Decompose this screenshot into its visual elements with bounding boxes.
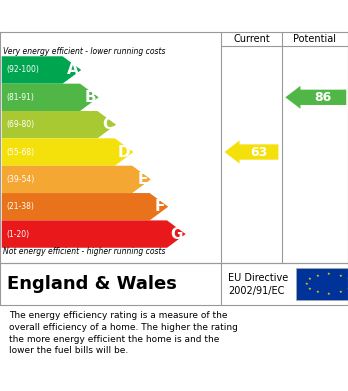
Text: ★: ★	[347, 277, 348, 281]
Polygon shape	[2, 138, 133, 166]
Text: Potential: Potential	[293, 34, 337, 44]
Text: ★: ★	[338, 274, 342, 278]
Text: (21-38): (21-38)	[6, 202, 34, 211]
Text: ★: ★	[327, 272, 331, 276]
Text: 63: 63	[250, 145, 268, 158]
Text: A: A	[67, 63, 78, 77]
Polygon shape	[2, 221, 185, 248]
Text: (69-80): (69-80)	[6, 120, 34, 129]
Text: (1-20): (1-20)	[6, 230, 29, 239]
Text: B: B	[84, 90, 96, 105]
Text: EU Directive: EU Directive	[228, 273, 288, 283]
Text: F: F	[155, 199, 165, 214]
Text: (81-91): (81-91)	[6, 93, 34, 102]
Text: (92-100): (92-100)	[6, 65, 39, 74]
Polygon shape	[2, 56, 81, 84]
Text: (39-54): (39-54)	[6, 175, 34, 184]
Text: 2002/91/EC: 2002/91/EC	[228, 287, 284, 296]
Polygon shape	[2, 193, 168, 221]
Text: England & Wales: England & Wales	[7, 275, 177, 293]
FancyBboxPatch shape	[296, 268, 348, 300]
Text: ★: ★	[304, 282, 308, 286]
Polygon shape	[2, 111, 116, 138]
Text: ★: ★	[327, 292, 331, 296]
Text: Not energy efficient - higher running costs: Not energy efficient - higher running co…	[3, 247, 165, 256]
Text: ★: ★	[316, 290, 319, 294]
Text: G: G	[170, 226, 183, 242]
Text: C: C	[102, 117, 113, 132]
Text: (55-68): (55-68)	[6, 147, 34, 156]
Text: ★: ★	[316, 274, 319, 278]
Polygon shape	[285, 86, 346, 109]
Text: E: E	[138, 172, 148, 187]
Text: ★: ★	[338, 290, 342, 294]
Text: ★: ★	[307, 287, 311, 291]
Polygon shape	[2, 166, 151, 193]
Text: Energy Efficiency Rating: Energy Efficiency Rating	[69, 9, 279, 23]
Text: The energy efficiency rating is a measure of the
overall efficiency of a home. T: The energy efficiency rating is a measur…	[9, 311, 238, 355]
Text: D: D	[118, 145, 130, 160]
Text: ★: ★	[307, 277, 311, 281]
Text: Very energy efficient - lower running costs: Very energy efficient - lower running co…	[3, 47, 165, 56]
Polygon shape	[2, 84, 98, 111]
Polygon shape	[224, 140, 278, 163]
Text: 86: 86	[315, 91, 332, 104]
Text: ★: ★	[347, 287, 348, 291]
Text: Current: Current	[233, 34, 270, 44]
